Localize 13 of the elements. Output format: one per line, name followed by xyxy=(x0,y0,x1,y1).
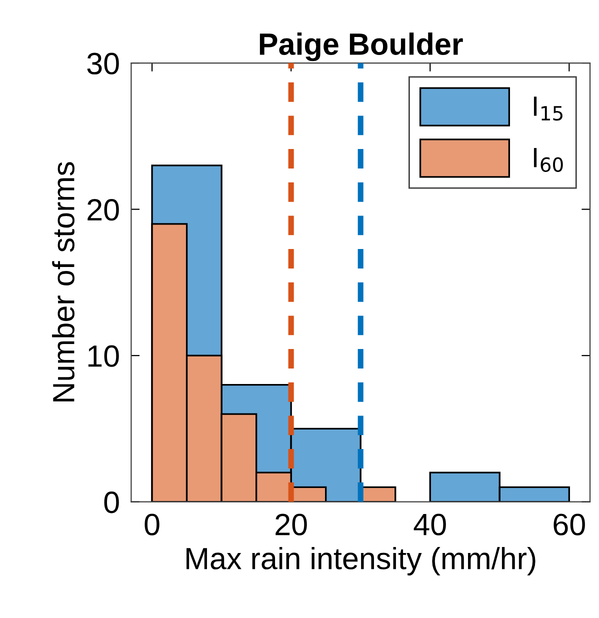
y-tick-label: 10 xyxy=(88,345,119,367)
y-tick-label: 0 xyxy=(104,492,119,514)
chart-title: Paige Boulder xyxy=(260,32,463,62)
legend-label: I$_{15}$ xyxy=(534,96,562,121)
x-tick-label: 60 xyxy=(554,514,585,536)
x-axis-title: Max rain intensity (mm/hr) xyxy=(186,546,536,576)
legend-label: I$_{60}$ xyxy=(534,148,563,172)
y-tick-label: 30 xyxy=(87,52,119,74)
x-tick-label: 40 xyxy=(414,514,446,536)
x-tick-label: 0 xyxy=(144,514,160,536)
x-tick-label: 20 xyxy=(276,514,307,536)
y-tick-label: 20 xyxy=(88,199,119,221)
y-axis-title: Number of storms xyxy=(52,162,74,402)
